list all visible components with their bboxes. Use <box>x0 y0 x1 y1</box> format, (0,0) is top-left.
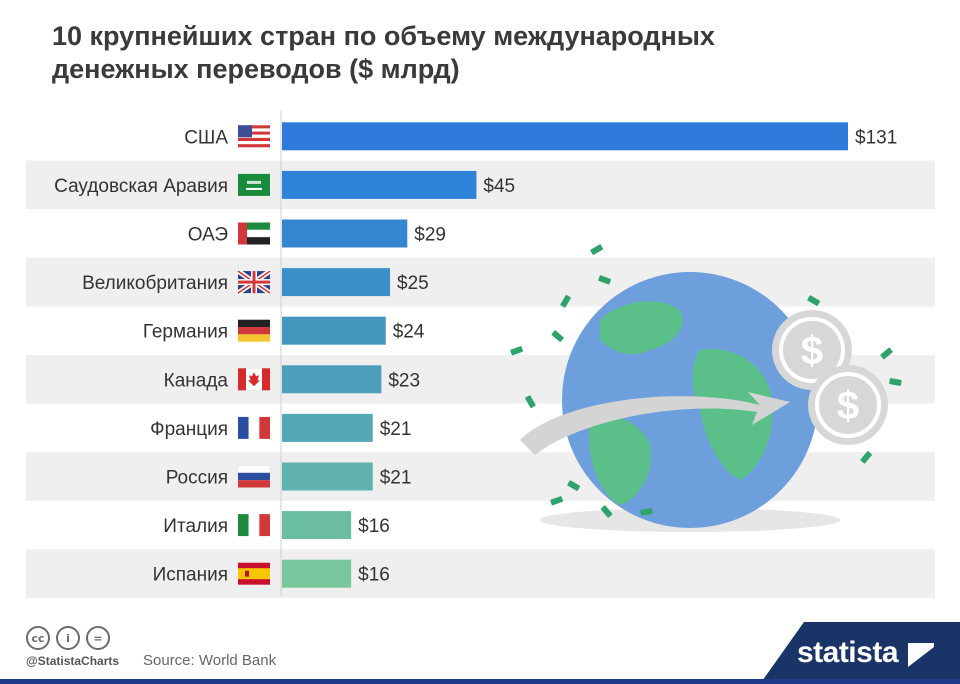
nd-icon: = <box>86 626 110 650</box>
bar <box>282 413 373 442</box>
bottom-accent-bar <box>0 679 960 684</box>
bar <box>282 316 386 345</box>
category-label: США <box>184 127 228 148</box>
germany-flag-icon <box>238 319 270 342</box>
category-label: ОАЭ <box>188 225 228 246</box>
bars-group <box>282 122 848 588</box>
license-icons: cc i = <box>26 626 110 650</box>
value-label: $16 <box>358 565 390 586</box>
france-flag-icon <box>238 416 270 439</box>
category-label: Россия <box>166 468 228 489</box>
value-label: $25 <box>397 273 429 294</box>
bar <box>282 219 408 248</box>
bar <box>282 462 373 491</box>
category-labels: США Саудовская Аравия ОАЭ Великобритания Гер… <box>54 127 228 585</box>
chart-title: 10 крупнейших стран по объему международ… <box>52 21 715 84</box>
us-flag-icon <box>238 125 270 148</box>
money-transfer-illustration: $$ <box>510 244 902 532</box>
bar <box>282 170 477 199</box>
value-label: $24 <box>393 322 425 343</box>
canada-flag-icon <box>237 368 271 391</box>
cc-icon: cc <box>26 626 50 650</box>
saudi-arabia-flag-icon <box>238 173 270 196</box>
row-band <box>26 549 935 598</box>
value-labels: $131 $45 $29 $25 $24 $23 $21 $21 $16 $16 <box>358 127 897 585</box>
value-label: $45 <box>483 176 515 197</box>
value-label: $16 <box>358 516 390 537</box>
category-label: Испания <box>153 565 228 586</box>
value-label: $29 <box>414 225 446 246</box>
bar <box>282 268 391 297</box>
spain-flag-icon <box>238 562 270 585</box>
statista-logo-text[interactable]: statista <box>796 636 899 669</box>
category-label: Германия <box>143 322 228 343</box>
bar <box>282 122 848 151</box>
category-label: Канада <box>164 370 229 391</box>
bar <box>282 559 352 588</box>
statista-logo-icon <box>908 643 934 667</box>
value-label: $23 <box>388 370 420 391</box>
bar <box>282 365 382 394</box>
svg-text:$: $ <box>801 329 823 373</box>
svg-text:$: $ <box>837 384 859 428</box>
source-note: Source: World Bank <box>143 652 277 669</box>
value-label: $21 <box>380 419 412 440</box>
category-label: Саудовская Аравия <box>54 176 228 197</box>
category-label: Италия <box>163 516 228 537</box>
italy-flag-icon <box>238 514 270 537</box>
uk-flag-icon <box>236 269 272 296</box>
value-label: $131 <box>855 127 897 148</box>
by-icon: i <box>56 626 80 650</box>
category-label: Франция <box>150 419 228 440</box>
row-band <box>26 160 935 210</box>
category-label: Великобритания <box>82 273 228 294</box>
flags-group <box>236 125 272 585</box>
uae-flag-icon <box>238 222 270 245</box>
russia-flag-icon <box>237 465 271 488</box>
value-label: $21 <box>380 468 412 489</box>
row-band <box>26 257 935 307</box>
bar <box>282 511 352 540</box>
statista-handle: @StatistaCharts <box>26 654 120 668</box>
